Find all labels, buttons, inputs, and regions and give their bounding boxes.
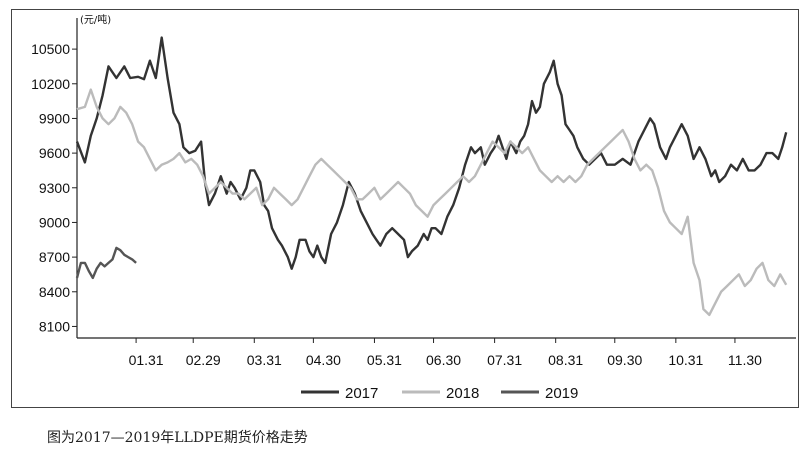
y-tick-label: 9900 [39, 110, 70, 126]
x-tick-label: 03.31 [247, 352, 282, 368]
y-tick-label: 8400 [39, 284, 70, 300]
axes: 8100 8400 8700 9000 9300 9600 9900 10200 10500 01… [31, 18, 796, 368]
legend-label-2017: 2017 [345, 385, 378, 402]
x-tick-label: 04.30 [306, 352, 341, 368]
y-tick-label: 10500 [31, 41, 70, 57]
series-line-2018 [76, 88, 788, 317]
series-line-2017 [75, 36, 788, 270]
x-tick-label: 01.31 [129, 352, 164, 368]
y-tick-label: 9300 [39, 180, 70, 196]
x-tick-label: 07.31 [487, 352, 522, 368]
figure-caption: 图为2017—2019年LLDPE期货价格走势 [47, 430, 308, 446]
x-tick-label: 02.29 [186, 352, 221, 368]
y-tick-label: 10200 [31, 76, 70, 92]
legend-label-2018: 2018 [446, 385, 479, 402]
legend: 2017 2018 2019 [301, 385, 578, 402]
figure-frame [11, 9, 799, 408]
x-tick-label: 05.31 [367, 352, 402, 368]
x-tick-label: 06.30 [426, 352, 461, 368]
x-tick-label: 08.31 [548, 352, 583, 368]
y-tick-label: 8100 [39, 318, 70, 334]
series-line-2019 [75, 246, 137, 280]
legend-label-2019: 2019 [545, 385, 578, 402]
y-tick-label: 9600 [39, 145, 70, 161]
x-tick-label: 10.31 [668, 352, 703, 368]
y-tick-label: 8700 [39, 249, 70, 265]
y-unit-label: (元/吨) [80, 13, 111, 26]
series-group [75, 36, 788, 317]
x-tick-label: 09.30 [607, 352, 642, 368]
x-tick-label: 11.30 [728, 352, 762, 368]
y-tick-label: 9000 [39, 214, 70, 230]
